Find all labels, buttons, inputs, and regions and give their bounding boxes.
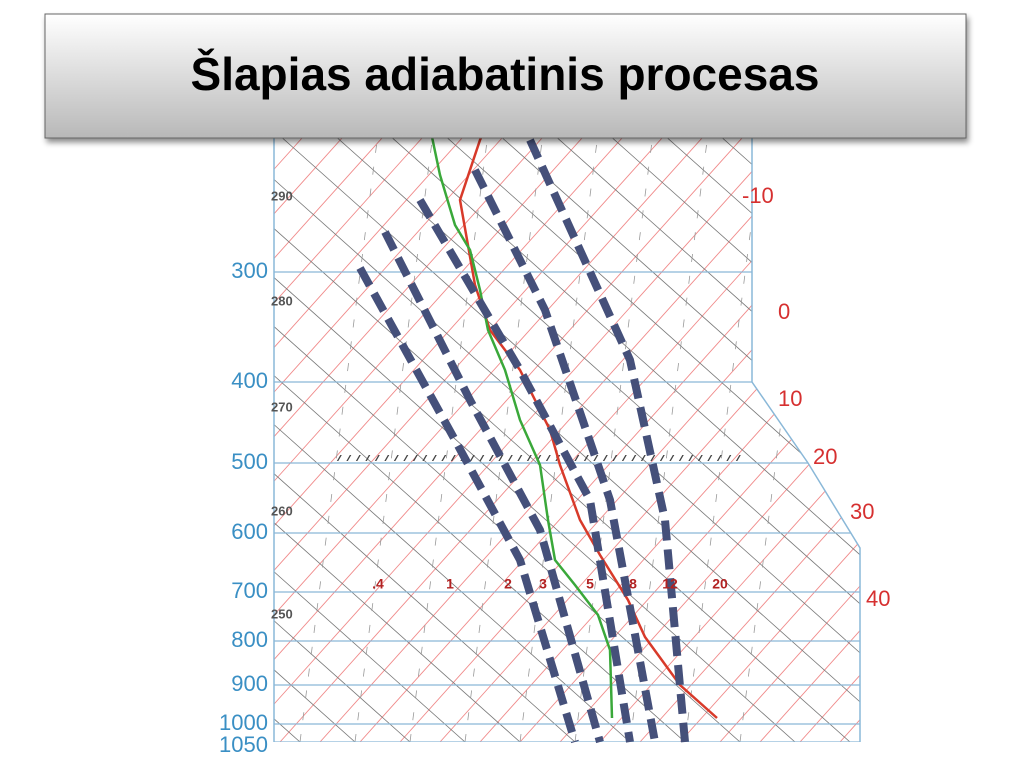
- isotherm: [839, 118, 860, 742]
- dry-adiabat: [534, 118, 860, 742]
- isotherm: [399, 118, 860, 742]
- mixing-ratio-line: [739, 118, 821, 742]
- isotherm: [274, 118, 441, 742]
- pressure-label: 500: [231, 449, 268, 474]
- isotherm: [274, 118, 361, 742]
- isotherm: [559, 118, 860, 742]
- dry-adiabat: [274, 118, 860, 742]
- isotherm: [799, 118, 860, 742]
- isotherm: [274, 118, 521, 742]
- isotherm: [274, 118, 401, 742]
- moist-adiabat: [471, 168, 659, 743]
- mixing-ratio-line: [519, 118, 601, 742]
- temperature-label: 20: [813, 444, 837, 469]
- isotherm: [274, 118, 481, 742]
- dry-adiabat: [424, 118, 860, 742]
- theta-label: 250: [271, 606, 293, 621]
- temperature-label: -10: [742, 183, 774, 208]
- pressure-label: 700: [231, 578, 268, 603]
- mixing-ratio-line: [299, 118, 381, 742]
- temperature-label: 10: [778, 386, 802, 411]
- mixing-ratio-line: [684, 118, 766, 742]
- theta-label: 290: [271, 188, 293, 203]
- mixing-ratio-line: [574, 118, 656, 742]
- pressure-label: 1050: [219, 732, 268, 757]
- dry-adiabat: [920, 118, 1024, 742]
- isotherm: [274, 118, 321, 742]
- theta-label: 260: [271, 503, 293, 518]
- temperature-label: 0: [778, 299, 790, 324]
- pressure-label: 400: [231, 368, 268, 393]
- isotherm: [0, 118, 80, 742]
- moist-adiabat: [356, 266, 579, 744]
- isotherm: [679, 118, 860, 742]
- temperature-label: 40: [866, 586, 890, 611]
- isotherm: [0, 118, 160, 742]
- temperature-profile: [458, 117, 718, 719]
- isotherm: [719, 118, 860, 742]
- dry-adiabat: [274, 118, 576, 742]
- dry-adiabat: [274, 118, 411, 742]
- mixing-ratio-label: .4: [372, 576, 384, 592]
- dry-adiabat: [274, 118, 851, 742]
- theta-label: 280: [271, 293, 293, 308]
- isotherm: [0, 118, 240, 742]
- dry-adiabat: [589, 118, 860, 742]
- mixing-ratio-label: 20: [712, 576, 728, 592]
- mixing-ratio-line: [354, 118, 436, 742]
- theta-label: 270: [271, 399, 293, 414]
- mixing-ratio-label: 3: [539, 576, 547, 592]
- pressure-label: 600: [231, 519, 268, 544]
- dry-adiabat: [865, 118, 1024, 742]
- isotherm: [0, 118, 40, 742]
- dry-adiabat: [369, 118, 860, 742]
- dry-adiabat: [274, 118, 686, 742]
- dry-adiabat: [975, 118, 1024, 742]
- isotherm: [0, 118, 200, 742]
- moist-adiabat: [526, 138, 689, 743]
- mixing-ratio-label: 2: [504, 576, 512, 592]
- pressure-label: 900: [231, 671, 268, 696]
- dry-adiabat: [809, 118, 860, 742]
- moist-adiabat: [416, 197, 634, 743]
- dry-adiabat: [274, 118, 356, 742]
- dry-adiabat: [314, 118, 860, 742]
- dry-adiabat: [274, 118, 466, 742]
- dry-adiabat: [274, 118, 741, 742]
- isotherm: [274, 118, 721, 742]
- isotherm: [274, 118, 801, 742]
- pressure-label: 1000: [219, 710, 268, 735]
- isotherm: [274, 118, 601, 742]
- isotherm: [274, 118, 681, 742]
- right-border: [751, 118, 861, 742]
- isotherm: [0, 118, 120, 742]
- skew-t-grid: [0, 118, 1024, 742]
- pressure-label: 300: [231, 258, 268, 283]
- title-box: [44, 13, 967, 139]
- moist-adiabat: [381, 230, 604, 744]
- dewpoint-profile: [426, 117, 614, 719]
- isotherm: [880, 118, 1024, 742]
- dry-adiabat: [699, 118, 860, 742]
- mixing-ratio-label: 8: [629, 576, 637, 592]
- moist-adiabats: [356, 138, 689, 744]
- slide-title: Šlapias adiabatinis procesas: [191, 48, 820, 100]
- dry-adiabat: [274, 118, 631, 742]
- dry-adiabat: [644, 118, 860, 742]
- mixing-ratio-label: 5: [586, 576, 594, 592]
- mixing-ratio-line: [629, 118, 711, 742]
- temperature-label: 30: [850, 499, 874, 524]
- isotherm: [274, 118, 641, 742]
- dry-adiabat: [754, 118, 860, 742]
- isotherm: [319, 118, 860, 742]
- isotherm: [759, 118, 860, 742]
- mixing-ratio-label: 1: [446, 576, 454, 592]
- mixing-ratio-line: [464, 118, 546, 742]
- isotherm: [599, 118, 860, 742]
- pressure-label: 800: [231, 627, 268, 652]
- dry-adiabat: [274, 118, 521, 742]
- mixing-ratio-label: 12: [662, 576, 678, 592]
